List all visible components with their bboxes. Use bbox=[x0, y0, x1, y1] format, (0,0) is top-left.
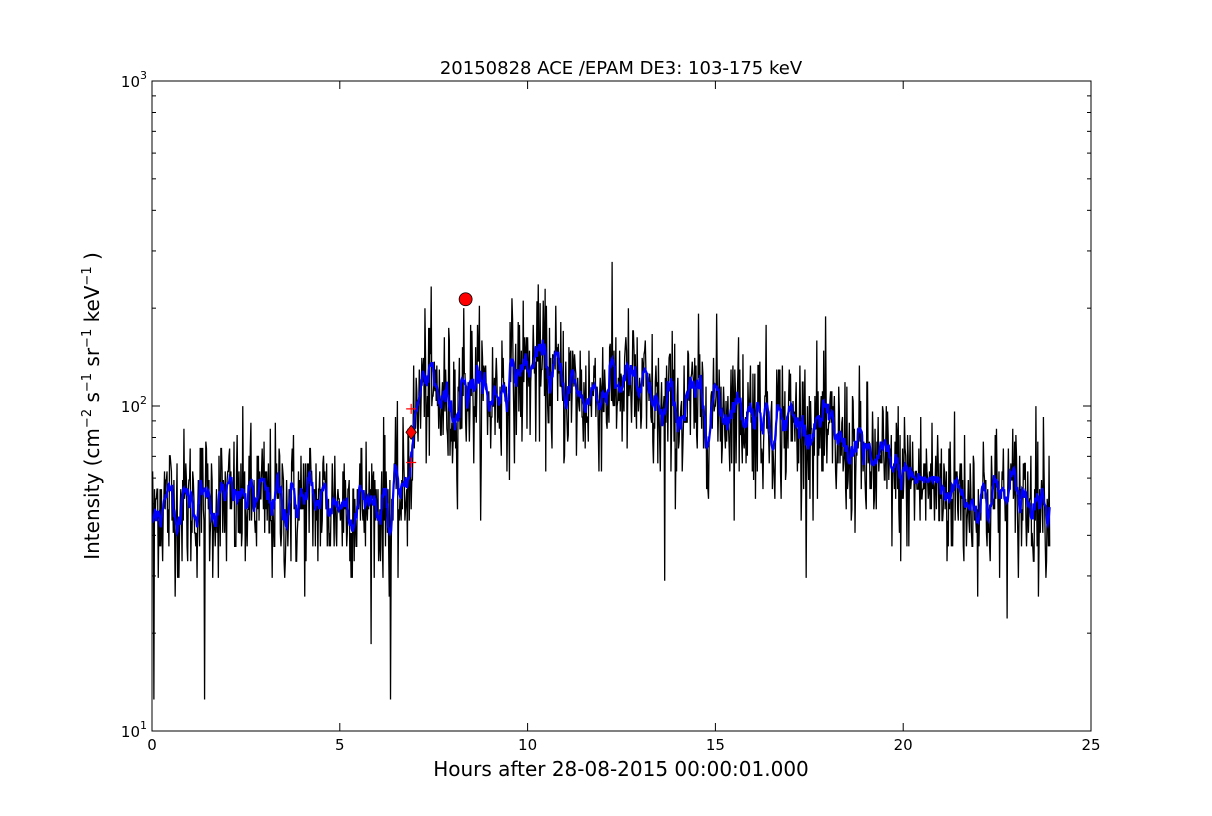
y-tick-label-base: 10 bbox=[121, 73, 140, 91]
y-axis-label-part: sr bbox=[80, 347, 104, 373]
y-axis-label: Intensity (cm−2 s−1 sr−1 keV−1 ) bbox=[80, 252, 104, 560]
y-tick-label-exponent: 2 bbox=[140, 394, 147, 407]
peak-circle-marker bbox=[458, 292, 473, 307]
plot-area bbox=[152, 261, 1051, 700]
y-tick-label: 101 bbox=[121, 719, 147, 741]
x-axis-label: Hours after 28-08-2015 00:00:01.000 bbox=[433, 757, 809, 781]
plus-marker bbox=[406, 457, 417, 468]
y-tick-label: 102 bbox=[121, 394, 147, 416]
y-axis-label-part: s bbox=[80, 392, 104, 409]
y-tick-label-base: 10 bbox=[121, 398, 140, 416]
series-raw-intensity bbox=[152, 261, 1051, 700]
y-tick-label: 103 bbox=[121, 69, 147, 91]
onset-diamond-marker bbox=[405, 424, 417, 440]
y-axis-label-exponent: −1 bbox=[80, 329, 95, 348]
y-tick-label-exponent: 1 bbox=[140, 719, 147, 732]
y-axis-label-part: Intensity (cm bbox=[80, 428, 104, 560]
y-axis-label-exponent: −1 bbox=[80, 266, 95, 285]
x-tick-label: 25 bbox=[1081, 736, 1100, 754]
x-tick-label: 20 bbox=[894, 736, 913, 754]
y-tick-label-exponent: 3 bbox=[140, 69, 147, 82]
y-axis-label-exponent: −1 bbox=[80, 373, 95, 392]
y-axis-label-part: ) bbox=[80, 252, 104, 266]
y-axis-label-exponent: −2 bbox=[80, 409, 95, 428]
x-tick-label: 15 bbox=[706, 736, 725, 754]
y-axis-label-part: keV bbox=[80, 285, 104, 329]
x-tick-label: 5 bbox=[335, 736, 345, 754]
plus-marker bbox=[406, 403, 417, 414]
x-tick-label: 10 bbox=[518, 736, 537, 754]
x-tick-label: 0 bbox=[147, 736, 157, 754]
series-smoothed-intensity bbox=[152, 339, 1051, 538]
chart-title: 20150828 ACE /EPAM DE3: 103-175 keV bbox=[440, 58, 803, 79]
y-tick-label-base: 10 bbox=[121, 723, 140, 741]
